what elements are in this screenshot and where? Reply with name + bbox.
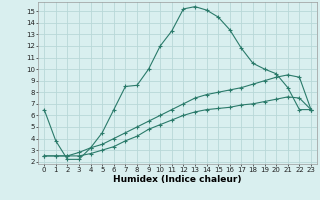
X-axis label: Humidex (Indice chaleur): Humidex (Indice chaleur) [113, 175, 242, 184]
